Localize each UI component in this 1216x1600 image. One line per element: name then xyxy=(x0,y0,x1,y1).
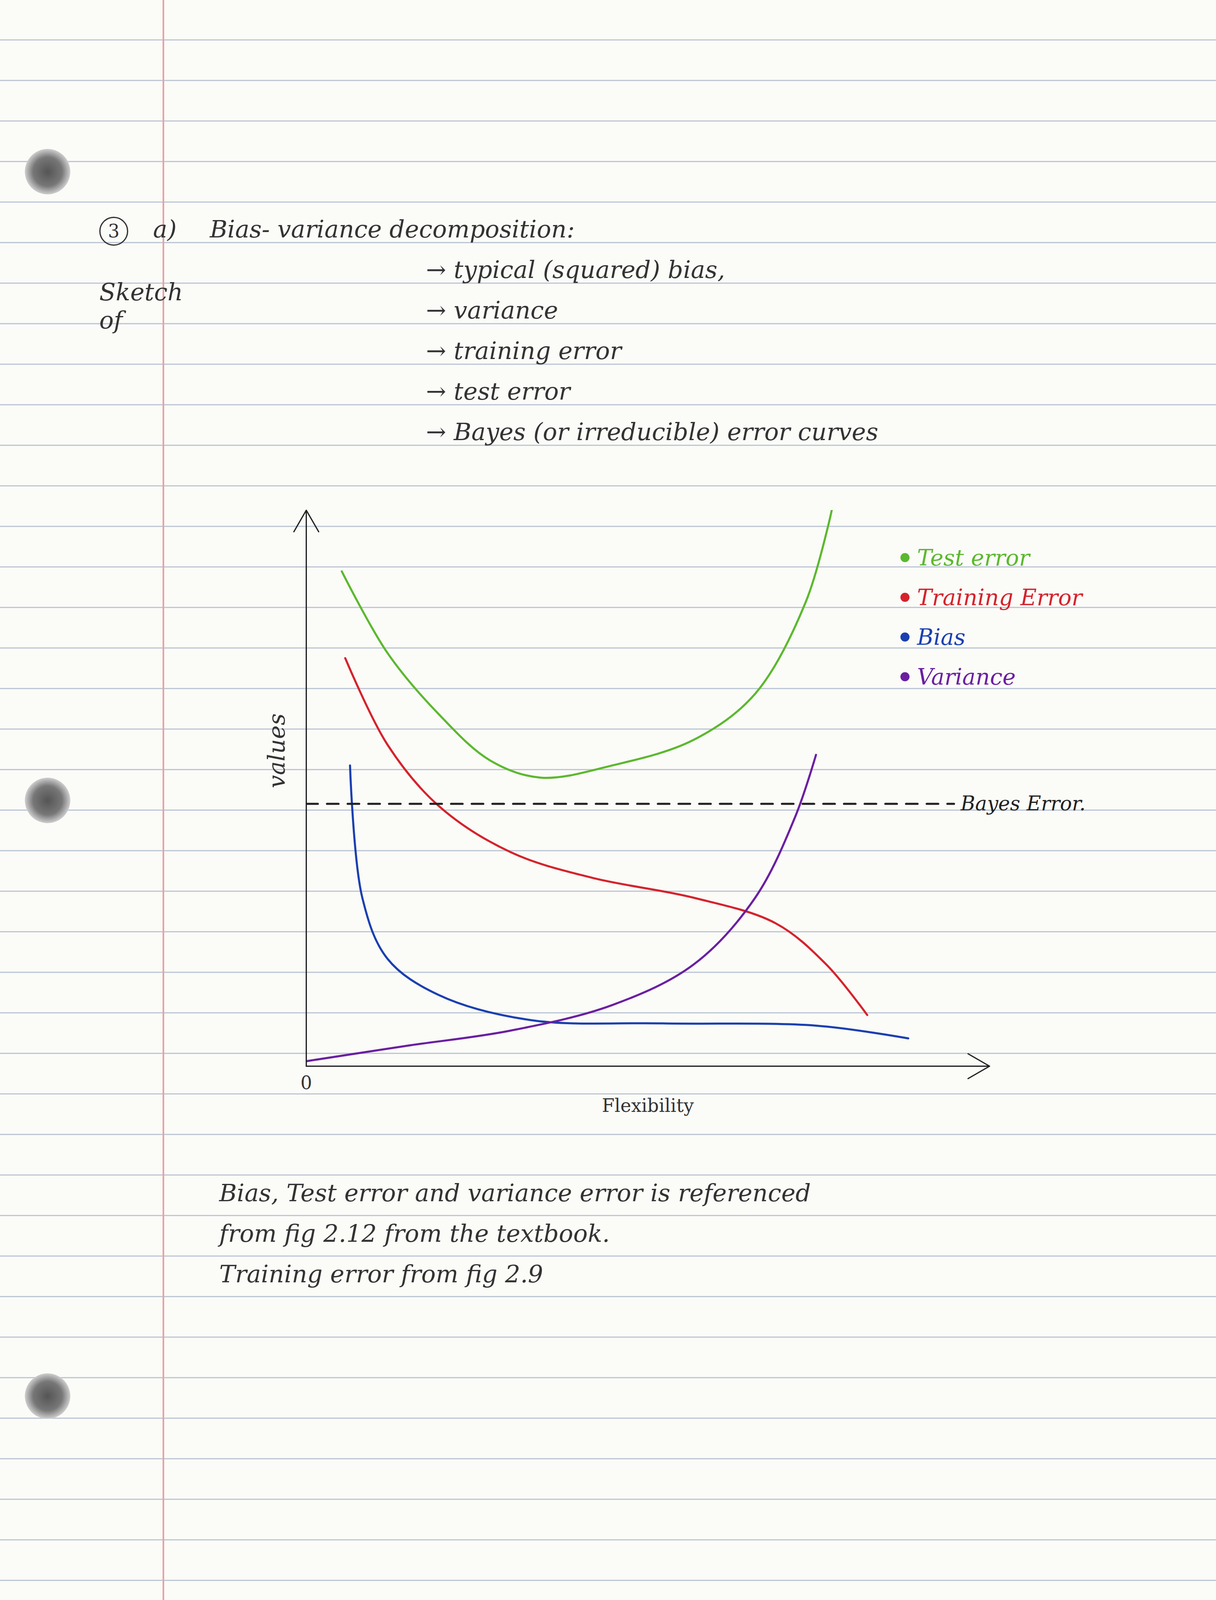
html-text:from fig 2.12 from the textboo: from fig 2.12 from the textbook. xyxy=(219,1219,610,1248)
html-text:3: 3 xyxy=(107,220,120,242)
html-text:Bias: Bias xyxy=(917,624,966,651)
html-text:→ typical (squared) bias,: → typical (squared) bias, xyxy=(426,255,726,284)
html-text:Variance: Variance xyxy=(917,663,1016,690)
html-text:Test error: Test error xyxy=(917,544,1030,571)
svg-text:0: 0 xyxy=(300,1072,313,1094)
html-text:a): a) xyxy=(153,215,177,244)
html-text:Sketch of: Sketch of xyxy=(99,277,183,335)
svg-text:Bayes Error.: Bayes Error. xyxy=(960,791,1086,815)
html-text:→ test error: → test error xyxy=(426,377,571,406)
html-text:→ variance: → variance xyxy=(426,296,559,325)
html-text:Bias- variance decomposition:: Bias- variance decomposition: xyxy=(209,215,575,244)
html-text:→ training error: → training error xyxy=(426,336,622,365)
html-text:Training Error: Training Error xyxy=(917,584,1083,611)
svg-text:Flexibility: Flexibility xyxy=(601,1094,695,1116)
html-text:Bias, Test error and variance: Bias, Test error and variance error is r… xyxy=(219,1178,811,1207)
svg-text:values: values xyxy=(263,713,290,789)
html-text:→ Bayes (or irreducible) error: → Bayes (or irreducible) error curves xyxy=(426,417,879,446)
html-text:Training error from fig 2.9: Training error from fig 2.9 xyxy=(219,1259,544,1288)
